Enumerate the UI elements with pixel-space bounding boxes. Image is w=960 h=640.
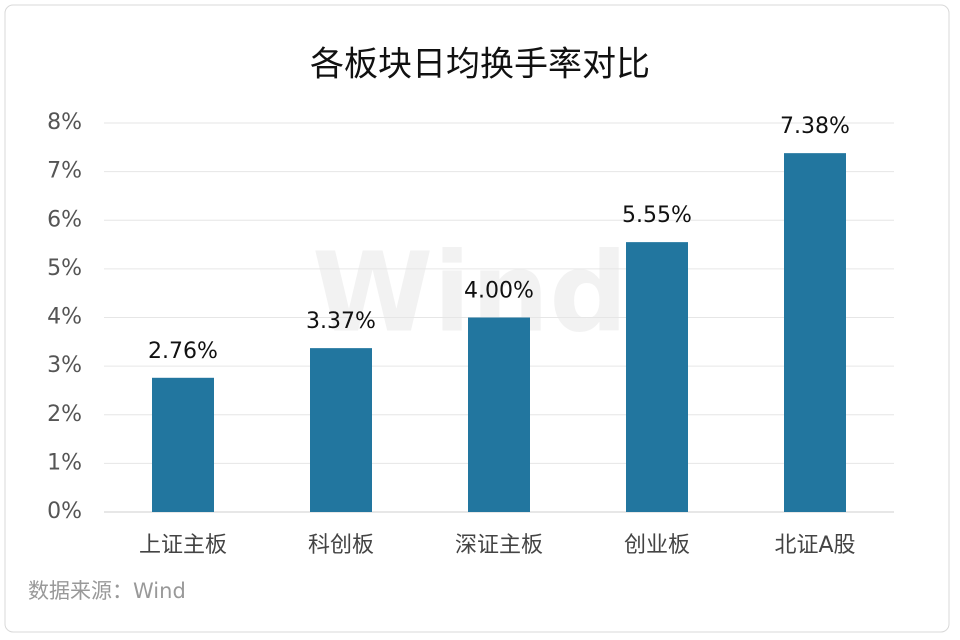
bar	[310, 348, 372, 512]
y-tick-label: 1%	[47, 450, 82, 475]
x-tick-label: 科创板	[308, 533, 374, 558]
y-tick-label: 7%	[47, 159, 82, 184]
y-tick-label: 8%	[47, 110, 82, 135]
bar	[152, 377, 214, 512]
x-tick-label: 创业板	[624, 533, 690, 558]
source-note: 数据来源：Wind	[28, 579, 186, 603]
bar	[784, 153, 846, 512]
bar	[626, 242, 688, 512]
bar	[468, 317, 530, 512]
value-label: 3.37%	[306, 309, 376, 334]
y-tick-label: 6%	[47, 207, 82, 232]
y-tick-label: 2%	[47, 402, 82, 427]
x-tick-label: 北证A股	[774, 533, 855, 558]
value-label: 5.55%	[622, 203, 692, 228]
y-tick-label: 5%	[47, 256, 82, 281]
x-tick-label: 深证主板	[455, 533, 543, 558]
value-label: 7.38%	[780, 114, 850, 139]
value-label: 4.00%	[464, 279, 534, 304]
y-tick-label: 3%	[47, 353, 82, 378]
value-label: 2.76%	[148, 339, 218, 364]
chart-title: 各板块日均换手率对比	[310, 45, 650, 85]
y-tick-label: 0%	[47, 499, 82, 524]
x-tick-label: 上证主板	[139, 533, 227, 558]
y-tick-label: 4%	[47, 305, 82, 330]
